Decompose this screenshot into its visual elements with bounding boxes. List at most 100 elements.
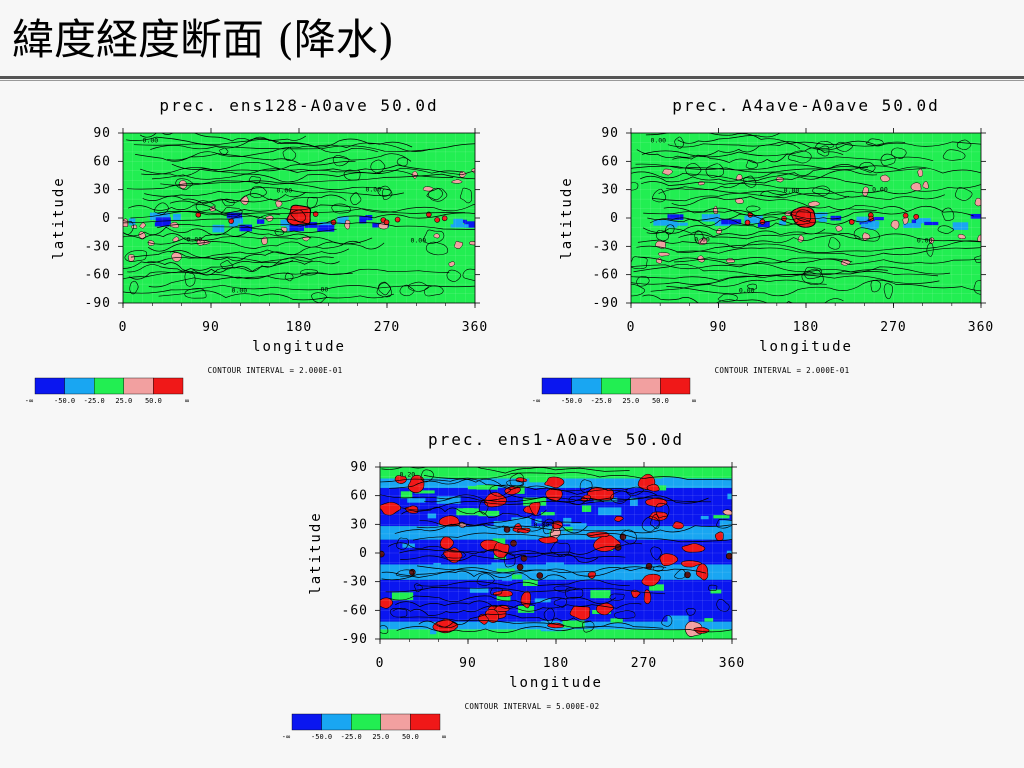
contour-line <box>640 181 945 201</box>
x-axis-label: longitude <box>252 339 346 355</box>
contour-line <box>400 616 732 633</box>
contour-line <box>418 613 591 628</box>
field-cell <box>667 214 684 220</box>
contour-label: 0.20 <box>400 471 416 479</box>
contour-line <box>135 153 356 166</box>
anomaly-patch <box>775 176 785 183</box>
anomaly-patch <box>641 573 661 587</box>
field-cell <box>459 219 467 223</box>
anomaly-patch <box>957 234 966 239</box>
contour-line <box>160 173 475 186</box>
field-cell <box>239 224 253 232</box>
field-cell <box>563 517 572 525</box>
y-tick-label: -60 <box>85 268 111 283</box>
field-cell <box>511 517 532 526</box>
contour-line <box>747 283 758 290</box>
contour-line <box>795 209 812 222</box>
anomaly-dot <box>312 211 319 217</box>
contour-line <box>401 506 547 518</box>
y-tick-label: 60 <box>93 154 111 169</box>
x-tick-label: 270 <box>880 320 906 335</box>
contour-line <box>661 615 673 627</box>
contour-line <box>423 229 445 244</box>
contour-line <box>147 236 373 245</box>
field-cell <box>647 530 655 536</box>
contour-line <box>436 619 458 628</box>
contour-line <box>376 282 392 298</box>
y-axis-label: latitude <box>559 176 575 259</box>
contour-label: 0.00 <box>739 287 755 295</box>
contour-interval: CONTOUR INTERVAL = 2.000E-01 <box>208 366 343 375</box>
contour-line <box>685 163 702 177</box>
y-tick-label: 60 <box>601 154 619 169</box>
contour-line <box>128 204 281 219</box>
contour-line <box>158 290 395 301</box>
contour-line <box>645 133 906 146</box>
contour-label: 0.00 <box>534 521 550 529</box>
field-cell <box>128 218 136 226</box>
contour-line <box>956 139 972 150</box>
anomaly-patch <box>551 520 563 530</box>
contour-line <box>646 228 826 238</box>
contour-line <box>396 157 408 167</box>
field-cell <box>359 216 367 224</box>
field-cell <box>256 219 265 224</box>
contour-label: 0.00 <box>143 136 159 144</box>
anomaly-patch <box>735 174 743 181</box>
field-cell <box>701 214 721 222</box>
field-cell <box>817 212 828 216</box>
anomaly-patch <box>977 234 981 242</box>
y-tick-label: 90 <box>350 460 368 475</box>
contour-line <box>801 268 824 285</box>
anomaly-patch <box>394 475 407 484</box>
field-cell <box>529 477 550 482</box>
contour-line <box>126 180 390 191</box>
x-tick-label: 360 <box>719 656 745 671</box>
contour-line <box>423 472 732 481</box>
y-tick-label: 0 <box>359 546 368 561</box>
contour-line <box>274 228 285 236</box>
contour-line <box>641 516 660 532</box>
contour-line <box>743 175 757 188</box>
field-cell <box>467 486 492 490</box>
field-cell <box>400 491 413 499</box>
contour-line <box>377 185 392 197</box>
field-cell <box>399 592 414 601</box>
field-cell <box>721 219 742 225</box>
x-tick-label: 90 <box>710 320 728 335</box>
contour-line <box>331 203 351 214</box>
field-cell <box>226 212 243 219</box>
contour-line <box>639 169 878 183</box>
contour-line <box>652 565 664 572</box>
field-cell <box>450 224 469 228</box>
contour-line <box>123 268 450 280</box>
field-cell <box>704 618 714 622</box>
anomaly-patch <box>922 181 929 189</box>
y-tick-label: -90 <box>593 296 619 311</box>
field-cell <box>173 213 181 220</box>
x-tick-label: 360 <box>968 320 994 335</box>
x-tick-label: 180 <box>286 320 312 335</box>
field-cell <box>320 221 335 226</box>
field-cell <box>952 222 969 230</box>
contour-line <box>631 171 873 187</box>
contour-line <box>890 147 907 159</box>
contour-line <box>195 200 216 212</box>
anomaly-patch <box>128 254 135 262</box>
anomaly-patch <box>974 197 981 207</box>
field-cell <box>903 223 921 229</box>
contour-line <box>388 542 599 563</box>
anomaly-patch <box>139 222 146 229</box>
contour-line <box>401 497 712 511</box>
contour-line <box>124 250 148 262</box>
contour-line <box>620 529 637 545</box>
contour-interval: CONTOUR INTERVAL = 2.000E-01 <box>715 366 850 375</box>
anomaly-patch <box>448 261 455 267</box>
contour-line <box>926 242 934 257</box>
y-tick-label: 30 <box>350 517 368 532</box>
contour-line <box>631 165 927 174</box>
y-tick-label: 90 <box>601 126 619 141</box>
contour-line <box>636 143 801 159</box>
field-cell <box>365 215 373 221</box>
x-tick-label: 180 <box>543 656 569 671</box>
